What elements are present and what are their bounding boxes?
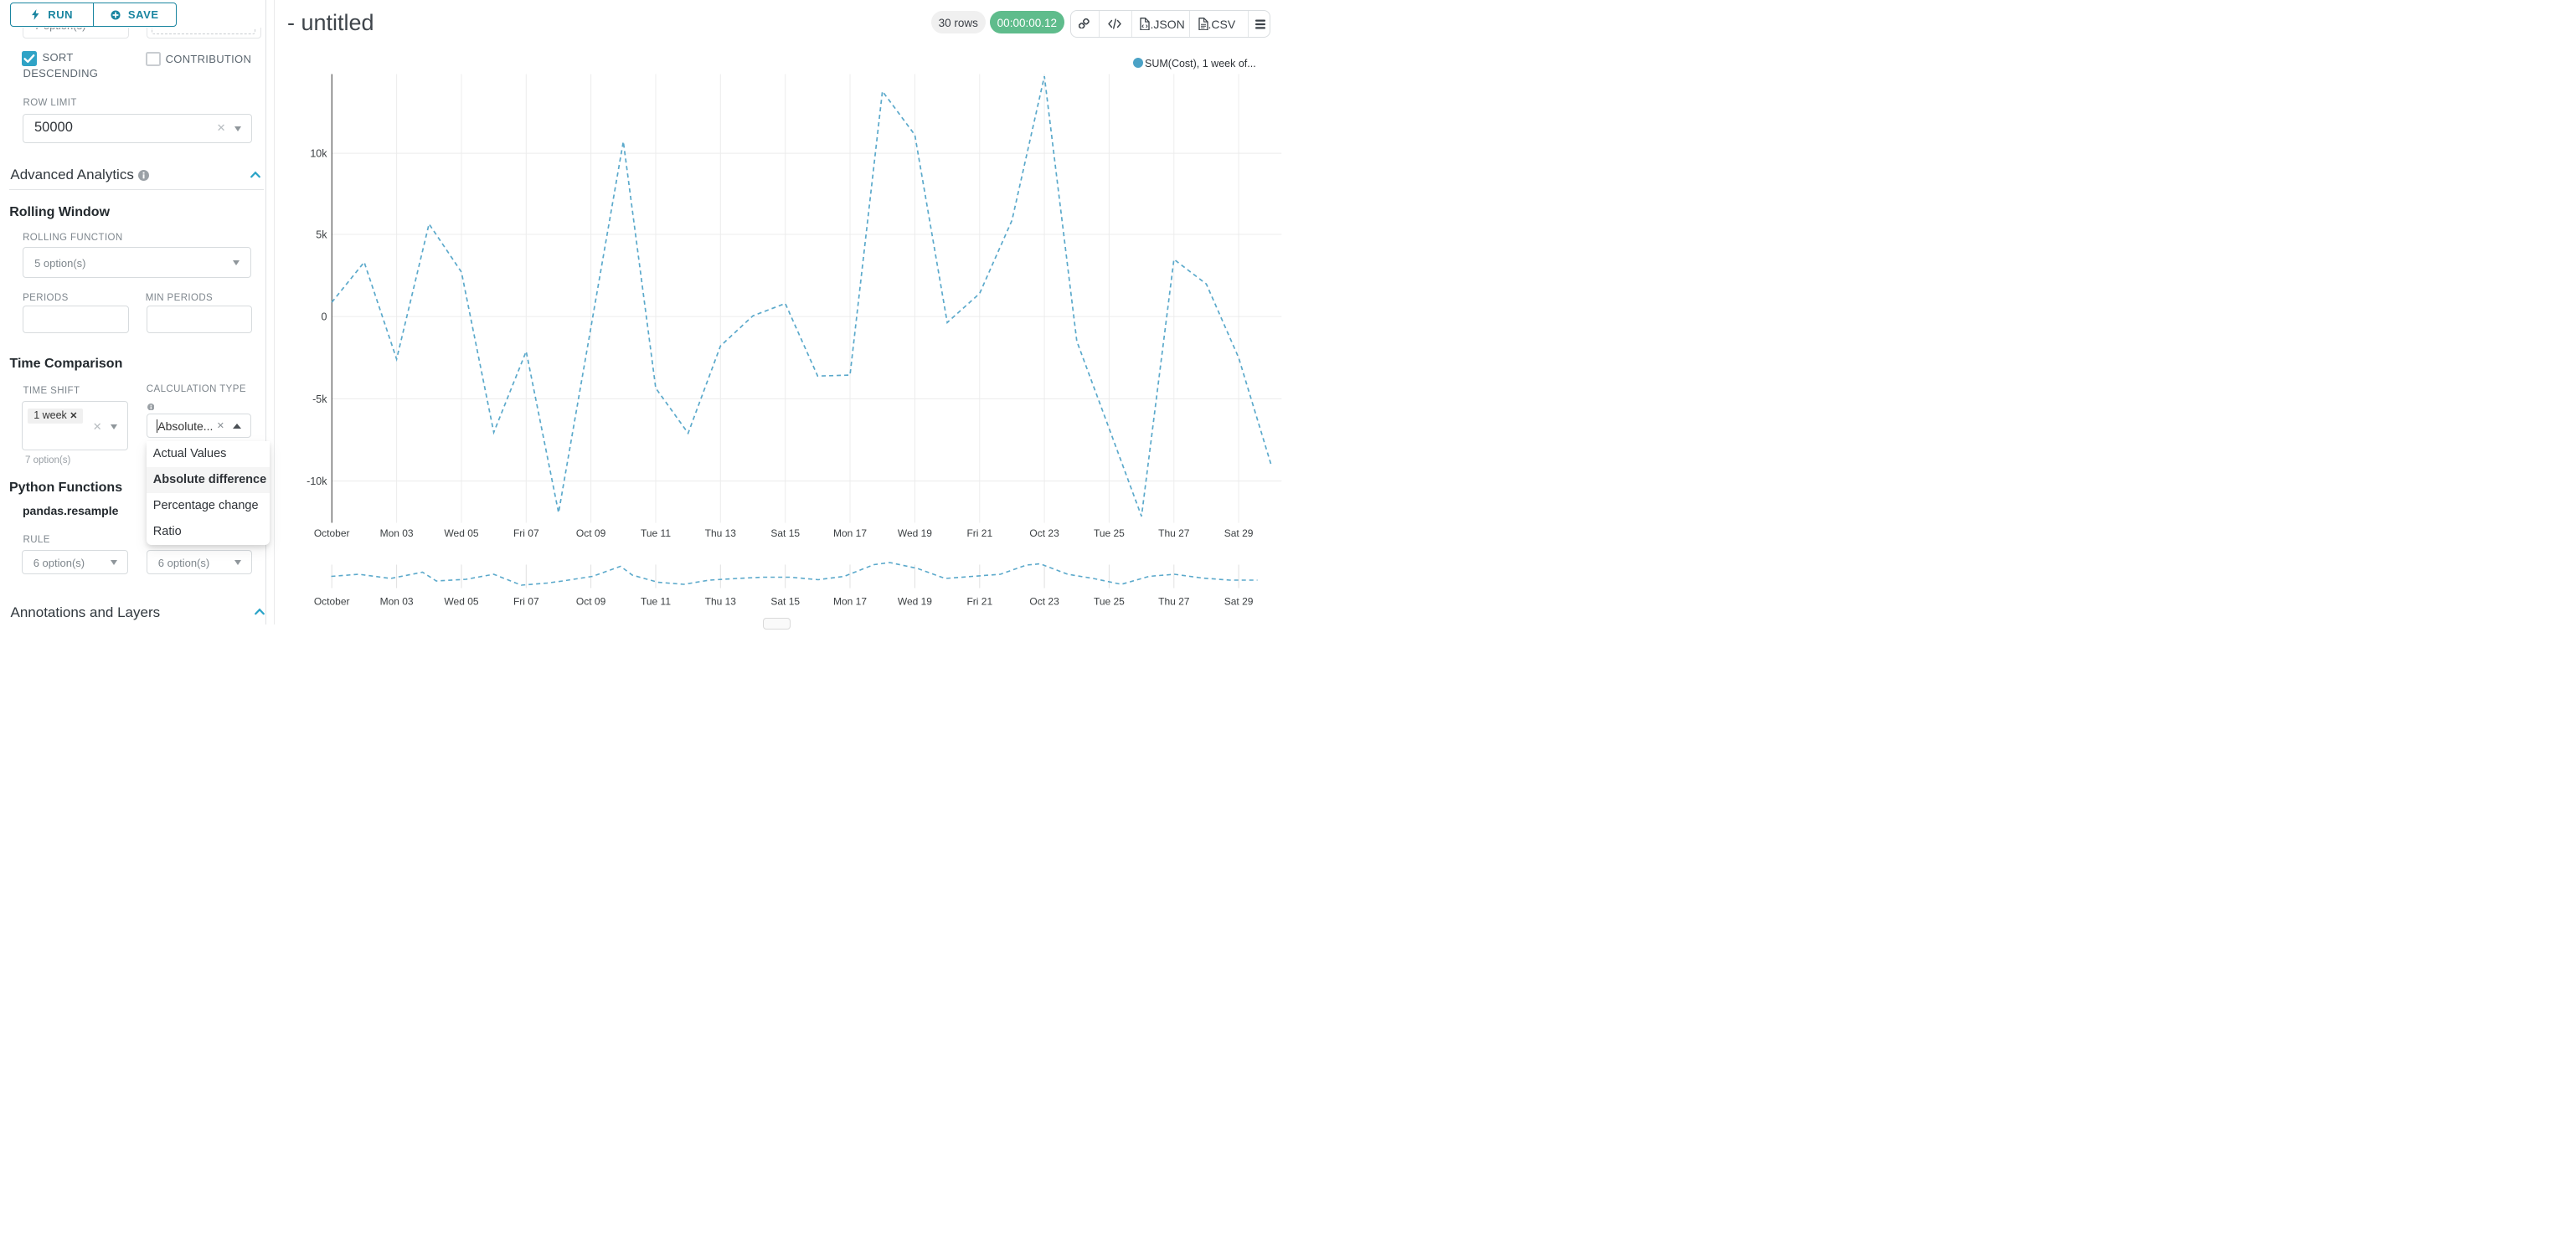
- svg-text:Tue 25: Tue 25: [1094, 596, 1125, 608]
- svg-text:Mon 03: Mon 03: [380, 596, 414, 608]
- svg-text:Tue 11: Tue 11: [641, 527, 671, 539]
- svg-text:Thu 13: Thu 13: [705, 596, 737, 608]
- svg-text:Wed 19: Wed 19: [898, 596, 932, 608]
- svg-text:Oct 09: Oct 09: [576, 596, 606, 608]
- svg-text:Fri 07: Fri 07: [513, 527, 539, 539]
- svg-text:Fri 21: Fri 21: [966, 596, 992, 608]
- svg-text:0: 0: [322, 311, 327, 323]
- svg-text:Thu 13: Thu 13: [705, 527, 737, 539]
- svg-text:Thu 27: Thu 27: [1158, 596, 1190, 608]
- svg-text:Oct 09: Oct 09: [576, 527, 606, 539]
- svg-text:Wed 05: Wed 05: [444, 596, 478, 608]
- svg-text:Mon 17: Mon 17: [833, 527, 867, 539]
- svg-text:October: October: [314, 596, 350, 608]
- svg-text:-5k: -5k: [312, 393, 327, 405]
- svg-text:Sat 15: Sat 15: [770, 527, 800, 539]
- svg-text:Thu 27: Thu 27: [1158, 527, 1190, 539]
- svg-text:Tue 11: Tue 11: [641, 596, 671, 608]
- svg-text:Oct 23: Oct 23: [1029, 527, 1059, 539]
- svg-text:10k: 10k: [310, 148, 327, 160]
- svg-text:Wed 05: Wed 05: [444, 527, 478, 539]
- svg-text:Oct 23: Oct 23: [1029, 596, 1059, 608]
- svg-text:October: October: [314, 527, 350, 539]
- svg-text:Wed 19: Wed 19: [898, 527, 932, 539]
- svg-text:Mon 17: Mon 17: [833, 596, 867, 608]
- svg-text:5k: 5k: [316, 229, 327, 241]
- svg-text:Fri 21: Fri 21: [966, 527, 992, 539]
- svg-text:Mon 03: Mon 03: [380, 527, 414, 539]
- svg-text:Sat 29: Sat 29: [1224, 596, 1254, 608]
- svg-text:Fri 07: Fri 07: [513, 596, 539, 608]
- svg-text:Sat 29: Sat 29: [1224, 527, 1254, 539]
- svg-text:Tue 25: Tue 25: [1094, 527, 1125, 539]
- svg-text:-10k: -10k: [307, 475, 327, 487]
- svg-text:Sat 15: Sat 15: [770, 596, 800, 608]
